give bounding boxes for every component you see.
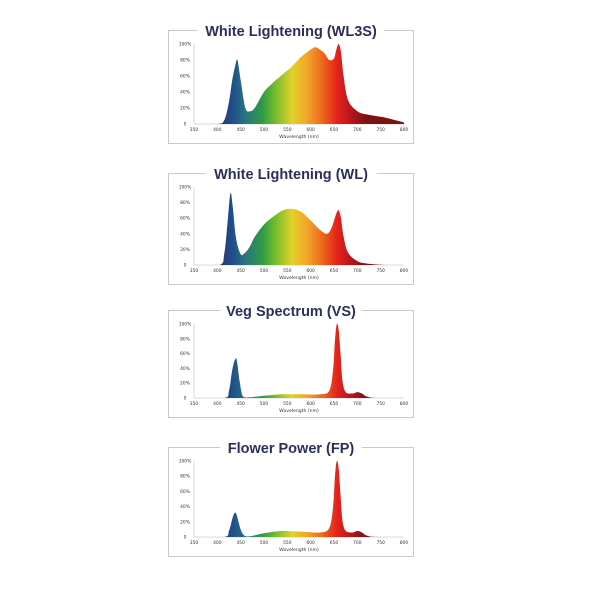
chart-title-background — [220, 302, 362, 318]
y-tick-label: 80% — [180, 336, 190, 342]
chart-panel-fp: Flower Power (FP) 0 20% 40% 60% 80% 100% 350 400… — [168, 437, 414, 557]
chart-title: Flower Power (FP) — [228, 441, 355, 457]
chart-panel-vs: Veg Spectrum (VS) 0 20% 40% 60% 80% 100% 350 400… — [168, 300, 414, 418]
x-tick-label: 600 — [306, 127, 315, 133]
y-tick-label: 40% — [180, 366, 190, 372]
x-tick-label: 700 — [353, 540, 362, 546]
x-axis-label: Wavelength (nm) — [279, 275, 319, 281]
x-tick-label: 550 — [283, 540, 292, 546]
x-tick-label: 550 — [283, 268, 292, 274]
x-tick-label: 750 — [376, 540, 385, 546]
y-tick-label: 40% — [180, 90, 190, 96]
x-tick-label: 500 — [260, 268, 269, 274]
x-tick-label: 550 — [283, 127, 292, 133]
x-tick-label: 350 — [190, 401, 199, 407]
x-tick-label: 400 — [213, 268, 222, 274]
y-tick-label: 0 — [184, 263, 187, 269]
chart-svg-vs: Veg Spectrum (VS) 0 20% 40% 60% 80% 100% 350 400… — [168, 302, 414, 418]
x-tick-label: 800 — [400, 268, 409, 274]
x-tick-label: 700 — [353, 401, 362, 407]
x-tick-label: 400 — [213, 127, 222, 133]
chart-title-background — [220, 439, 362, 455]
x-tick-label: 650 — [330, 268, 339, 274]
spectrum-area — [194, 43, 404, 125]
x-tick-label: 650 — [330, 127, 339, 133]
y-tick-label: 80% — [180, 200, 190, 206]
x-tick-label: 650 — [330, 401, 339, 407]
x-tick-label: 750 — [376, 127, 385, 133]
chart-svg-wl3s: White Lightening (WL3S) 0 20% 40% 60% 80% 100%… — [168, 22, 414, 144]
x-tick-label: 500 — [260, 401, 269, 407]
chart-panel-wl: White Lightening (WL) 0 20% 40% 60% 80% 100% 35… — [168, 163, 414, 285]
y-tick-label: 0 — [184, 122, 187, 128]
x-tick-label: 600 — [306, 268, 315, 274]
x-tick-label: 600 — [306, 540, 315, 546]
y-tick-label: 60% — [180, 216, 190, 222]
x-tick-label: 400 — [213, 540, 222, 546]
chart-title-background — [205, 165, 377, 181]
chart-title: White Lightening (WL) — [214, 167, 368, 183]
y-tick-label: 100% — [179, 185, 192, 191]
chart-panel-wl3s: White Lightening (WL3S) 0 20% 40% 60% 80% 100%… — [168, 20, 414, 144]
y-tick-label: 80% — [180, 474, 190, 480]
x-tick-label: 500 — [260, 127, 269, 133]
y-tick-label: 20% — [180, 106, 190, 112]
x-tick-label: 800 — [400, 540, 409, 546]
chart-title-background — [197, 22, 385, 38]
spectrum-area — [194, 192, 404, 265]
chart-svg-fp: Flower Power (FP) 0 20% 40% 60% 80% 100% 350 400… — [168, 439, 414, 557]
x-axis-label: Wavelength (nm) — [279, 408, 319, 414]
x-tick-label: 800 — [400, 401, 409, 407]
x-tick-label: 550 — [283, 401, 292, 407]
y-tick-label: 20% — [180, 247, 190, 253]
y-tick-label: 40% — [180, 231, 190, 237]
y-tick-label: 60% — [180, 351, 190, 357]
y-tick-label: 20% — [180, 381, 190, 387]
x-tick-label: 700 — [353, 268, 362, 274]
y-tick-label: 80% — [180, 58, 190, 64]
y-tick-label: 60% — [180, 489, 190, 495]
x-tick-label: 600 — [306, 401, 315, 407]
y-tick-label: 60% — [180, 74, 190, 80]
x-axis-label: Wavelength (nm) — [279, 134, 319, 140]
x-tick-label: 450 — [236, 540, 245, 546]
x-tick-label: 350 — [190, 540, 199, 546]
x-tick-label: 450 — [236, 401, 245, 407]
y-tick-label: 0 — [184, 396, 187, 402]
x-tick-label: 350 — [190, 268, 199, 274]
y-tick-label: 100% — [179, 42, 192, 48]
x-tick-label: 750 — [376, 401, 385, 407]
chart-title: Veg Spectrum (VS) — [226, 304, 356, 320]
x-tick-label: 400 — [213, 401, 222, 407]
x-tick-label: 450 — [236, 127, 245, 133]
x-tick-label: 650 — [330, 540, 339, 546]
y-tick-label: 100% — [179, 459, 192, 465]
spectrum-area — [194, 460, 404, 537]
y-tick-label: 20% — [180, 519, 190, 525]
chart-title: White Lightening (WL3S) — [205, 24, 377, 40]
x-axis-label: Wavelength (nm) — [279, 547, 319, 553]
x-tick-label: 450 — [236, 268, 245, 274]
y-tick-label: 100% — [179, 322, 192, 328]
x-tick-label: 350 — [190, 127, 199, 133]
chart-svg-wl: White Lightening (WL) 0 20% 40% 60% 80% 100% 35… — [168, 165, 414, 285]
x-tick-label: 750 — [376, 268, 385, 274]
x-tick-label: 700 — [353, 127, 362, 133]
y-tick-label: 0 — [184, 535, 187, 541]
spectrum-area — [194, 323, 404, 398]
x-tick-label: 800 — [400, 127, 409, 133]
y-tick-label: 40% — [180, 504, 190, 510]
x-tick-label: 500 — [260, 540, 269, 546]
